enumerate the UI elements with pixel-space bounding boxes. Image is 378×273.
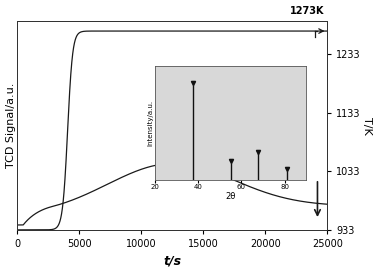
Y-axis label: TCD Signal/a.u.: TCD Signal/a.u.	[6, 83, 15, 168]
X-axis label: 2θ: 2θ	[225, 192, 236, 201]
Y-axis label: Intensity/a.u.: Intensity/a.u.	[147, 100, 153, 146]
Text: 1273K: 1273K	[290, 5, 325, 16]
X-axis label: t/s: t/s	[163, 254, 181, 268]
Y-axis label: T/K: T/K	[363, 117, 372, 134]
